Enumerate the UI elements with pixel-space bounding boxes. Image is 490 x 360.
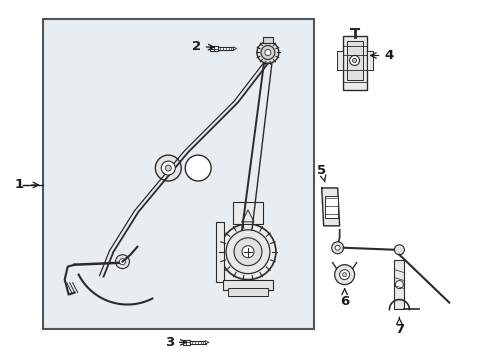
Circle shape	[394, 245, 404, 255]
Circle shape	[395, 280, 403, 289]
Text: 2: 2	[192, 40, 214, 53]
Circle shape	[265, 50, 271, 55]
Circle shape	[120, 259, 125, 265]
Circle shape	[257, 41, 279, 63]
Text: 5: 5	[317, 163, 326, 182]
Bar	[346, 41, 363, 80]
Text: 3: 3	[165, 336, 186, 349]
Circle shape	[332, 242, 343, 254]
Circle shape	[343, 273, 346, 276]
Polygon shape	[205, 341, 209, 344]
Bar	[43, 19, 314, 329]
Bar	[216, 222, 224, 282]
Bar	[394, 260, 404, 310]
Polygon shape	[322, 188, 340, 226]
Bar	[218, 47, 233, 50]
Circle shape	[220, 224, 276, 280]
Circle shape	[165, 165, 172, 171]
Bar	[190, 341, 205, 344]
Text: 1: 1	[14, 179, 24, 192]
Polygon shape	[233, 47, 237, 50]
Bar	[343, 36, 367, 90]
Circle shape	[234, 238, 262, 266]
Circle shape	[353, 58, 357, 62]
Bar	[367, 50, 372, 71]
Circle shape	[116, 255, 129, 269]
Bar	[210, 46, 218, 51]
Text: 6: 6	[340, 289, 349, 308]
Bar	[183, 339, 190, 345]
Bar	[223, 280, 273, 289]
Circle shape	[242, 246, 254, 258]
Circle shape	[335, 265, 355, 285]
Bar	[337, 50, 343, 71]
Circle shape	[261, 45, 275, 59]
Circle shape	[335, 245, 340, 250]
Circle shape	[226, 230, 270, 274]
Bar	[263, 37, 273, 42]
Text: 4: 4	[385, 49, 394, 62]
Bar	[325, 196, 338, 218]
Bar	[228, 288, 268, 296]
Text: 7: 7	[395, 318, 404, 336]
Circle shape	[349, 55, 360, 66]
Circle shape	[155, 155, 181, 181]
Bar	[233, 202, 263, 224]
Circle shape	[185, 155, 211, 181]
Circle shape	[340, 270, 349, 280]
Circle shape	[161, 161, 175, 175]
